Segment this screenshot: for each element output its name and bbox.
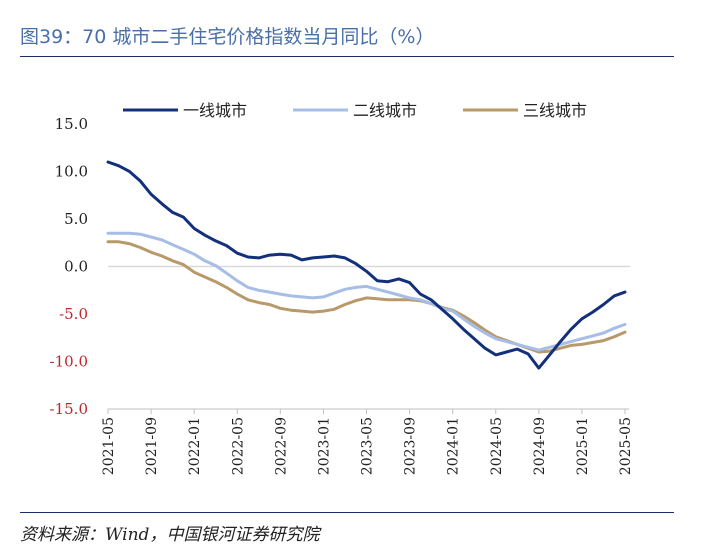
legend-label-tier3: 三线城市 — [523, 101, 587, 120]
legend-label-tier1: 一线城市 — [183, 101, 247, 120]
line-chart: 一线城市 二线城市 三线城市 15.0 10.0 5.0 0.0 -5.0 -10.0 -15.… — [50, 101, 634, 475]
y-tick-label: -15.0 — [50, 400, 88, 418]
x-tick-label: 2023-09 — [403, 417, 419, 475]
x-tick-label: 2022-01 — [187, 417, 203, 475]
y-tick-label: -5.0 — [59, 305, 88, 323]
x-tick-label: 2024-05 — [489, 417, 505, 475]
x-tick-label: 2021-05 — [101, 417, 117, 475]
y-axis: 15.0 10.0 5.0 0.0 -5.0 -10.0 -15.0 — [50, 115, 630, 418]
y-tick-label: -10.0 — [50, 353, 88, 371]
title-rule — [20, 56, 674, 57]
x-tick-label: 2025-05 — [618, 417, 634, 475]
source-note: 资料来源：Wind，中国银河证券研究院 — [20, 525, 320, 545]
x-tick-label: 2025-01 — [575, 417, 591, 475]
x-tick-label: 2023-05 — [360, 417, 376, 475]
series-line-tier2 — [106, 231, 627, 352]
y-tick-label: 5.0 — [64, 210, 88, 228]
series-line-tier1 — [106, 160, 627, 370]
x-axis: 2021-05 2021-09 2022-01 2022-05 2022-09 2023-… — [101, 408, 634, 475]
x-tick-label: 2022-05 — [230, 417, 246, 475]
source-rule — [20, 512, 674, 513]
x-tick-label: 2021-09 — [144, 417, 160, 475]
legend-label-tier2: 二线城市 — [353, 101, 417, 120]
y-tick-label: 15.0 — [55, 115, 88, 133]
y-tick-label: 0.0 — [64, 258, 88, 276]
page-title: 图39：70 城市二手住宅价格指数当月同比（%） — [20, 26, 435, 48]
x-tick-label: 2022-09 — [273, 417, 289, 475]
y-tick-label: 10.0 — [55, 163, 88, 181]
x-tick-label: 2024-09 — [532, 417, 548, 475]
x-tick-label: 2023-01 — [316, 417, 332, 475]
x-tick-label: 2024-01 — [446, 417, 462, 475]
series-group — [106, 160, 627, 370]
series-line-tier3 — [106, 240, 627, 354]
legend: 一线城市 二线城市 三线城市 — [123, 101, 587, 120]
